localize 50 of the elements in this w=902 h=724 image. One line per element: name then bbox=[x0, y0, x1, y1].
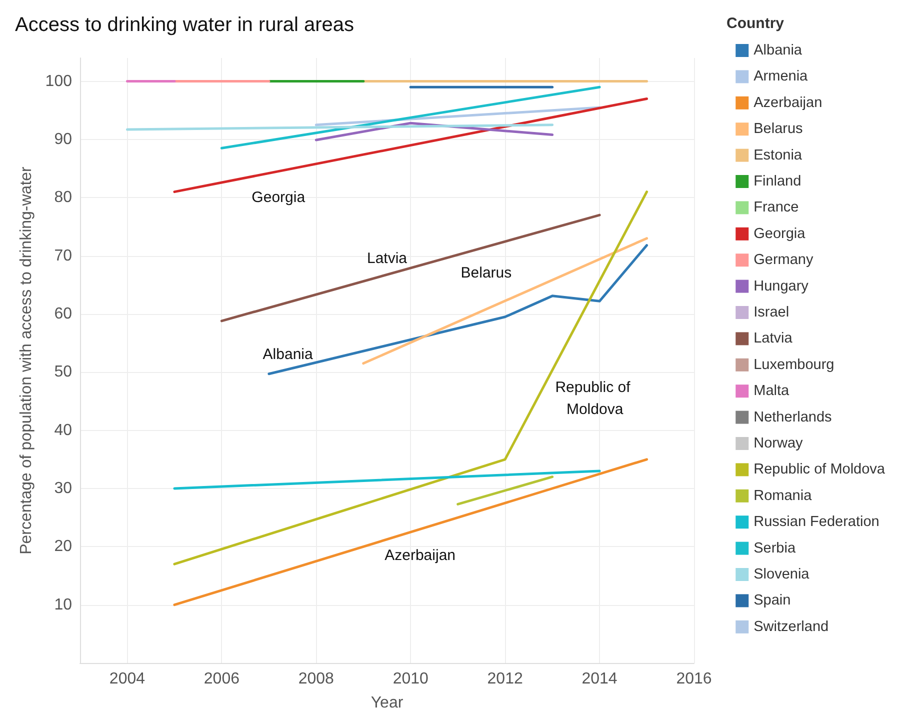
y-tick-label: 30 bbox=[54, 480, 72, 497]
y-tick-label: 60 bbox=[54, 305, 72, 322]
annotation: Latvia bbox=[366, 250, 408, 268]
x-tick-label: 2016 bbox=[676, 670, 712, 688]
legend-label: Republic of Moldova bbox=[754, 462, 886, 478]
y-tick-label: 80 bbox=[54, 189, 72, 206]
y-tick-label: 20 bbox=[54, 538, 72, 556]
legend-label: Serbia bbox=[754, 540, 796, 556]
legend-label: Luxembourg bbox=[754, 356, 834, 373]
legend-label: Romania bbox=[754, 488, 813, 504]
y-tick-label: 40 bbox=[54, 422, 72, 439]
y-tick-label: 70 bbox=[54, 247, 72, 264]
legend-label: Germany bbox=[754, 252, 814, 268]
legend-label: Spain bbox=[754, 592, 791, 609]
legend-label: Armenia bbox=[754, 68, 809, 85]
legend-label: Russian Federation bbox=[754, 514, 880, 530]
legend-label: France bbox=[754, 200, 799, 216]
y-tick-label: 50 bbox=[54, 364, 72, 381]
x-tick-label: 2010 bbox=[392, 670, 429, 688]
x-tick-label: 2014 bbox=[582, 670, 618, 688]
annotation: Albania bbox=[262, 346, 314, 364]
x-axis-title: Year bbox=[370, 694, 404, 712]
annotation: Belarus bbox=[460, 264, 512, 282]
legend-label: Azerbaijan bbox=[754, 94, 822, 111]
y-axis-title: Percentage of population with access to drinking-water bbox=[18, 166, 35, 554]
legend-label: Slovenia bbox=[754, 566, 810, 582]
legend-label: Malta bbox=[754, 383, 790, 400]
legend-label: Norway bbox=[754, 436, 804, 452]
legend-label: Hungary bbox=[754, 278, 810, 294]
chart-title: Access to drinking water in rural areas bbox=[15, 14, 354, 36]
annotation: Azerbaijan bbox=[384, 546, 456, 564]
x-tick-label: 2008 bbox=[298, 670, 334, 688]
annotation: Republic of Moldova bbox=[555, 378, 634, 418]
legend-title: Country bbox=[726, 15, 785, 32]
y-tick-label: 10 bbox=[54, 596, 72, 614]
legend-label: Netherlands bbox=[754, 409, 832, 426]
legend-label: Israel bbox=[754, 304, 790, 320]
legend-label: Finland bbox=[754, 174, 802, 190]
y-tick-label: 90 bbox=[54, 130, 72, 148]
legend-label: Estonia bbox=[754, 147, 803, 164]
legend-label: Belarus bbox=[754, 121, 803, 138]
annotation: Georgia bbox=[252, 189, 306, 206]
x-tick-label: 2006 bbox=[204, 670, 240, 688]
legend-label: Georgia bbox=[754, 226, 806, 242]
legend-label: Latvia bbox=[754, 330, 794, 347]
legend-label: Switzerland bbox=[754, 618, 829, 635]
x-tick-label: 2012 bbox=[487, 670, 523, 688]
legend-label: Albania bbox=[754, 42, 803, 58]
y-tick-label: 100 bbox=[45, 72, 72, 90]
x-tick-label: 2004 bbox=[109, 670, 146, 688]
